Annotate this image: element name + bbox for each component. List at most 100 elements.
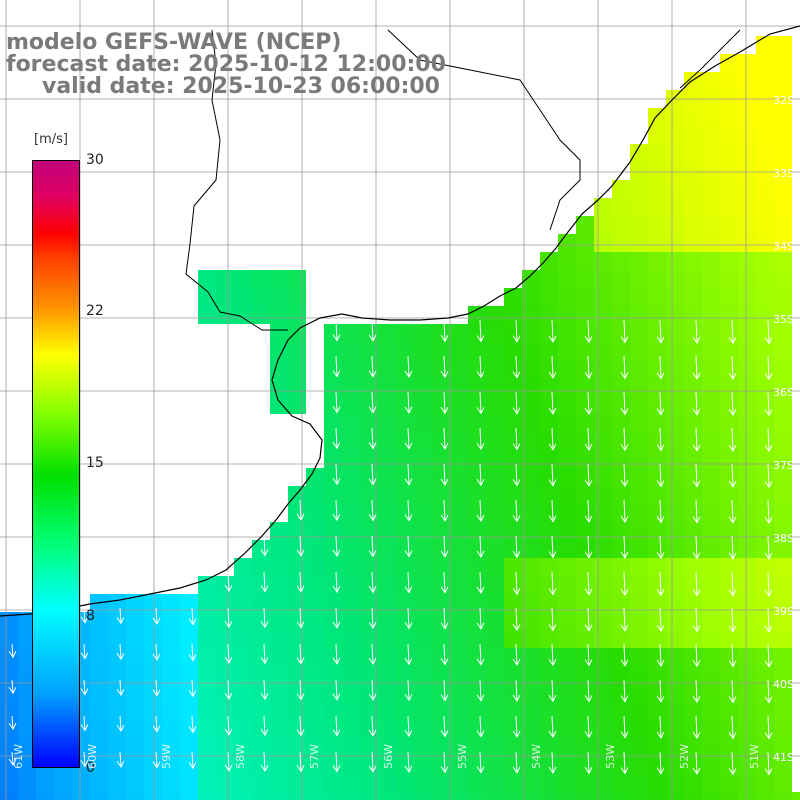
wind-cell bbox=[558, 234, 576, 252]
wind-cell bbox=[738, 594, 756, 612]
wind-cell bbox=[342, 792, 360, 800]
lat-label-41s: 41S bbox=[773, 751, 794, 764]
wind-cell bbox=[648, 378, 666, 396]
wind-cell bbox=[666, 576, 684, 594]
wind-cell bbox=[540, 648, 558, 666]
wind-cell bbox=[558, 612, 576, 630]
wind-cell bbox=[594, 306, 612, 324]
wind-cell bbox=[666, 792, 684, 800]
wind-cell bbox=[234, 648, 252, 666]
wind-cell bbox=[0, 630, 18, 648]
wind-cell bbox=[468, 630, 486, 648]
wind-cell bbox=[576, 702, 594, 720]
wind-cell bbox=[630, 576, 648, 594]
wind-cell bbox=[216, 612, 234, 630]
wind-cell bbox=[594, 234, 612, 252]
wind-cell bbox=[738, 702, 756, 720]
wind-cell bbox=[684, 342, 702, 360]
wind-cell bbox=[684, 540, 702, 558]
wind-cell bbox=[306, 684, 324, 702]
wind-cell bbox=[198, 612, 216, 630]
wind-cell bbox=[774, 270, 792, 288]
wind-cell bbox=[216, 666, 234, 684]
wind-cell bbox=[684, 216, 702, 234]
wind-cell bbox=[504, 630, 522, 648]
wind-cell bbox=[396, 432, 414, 450]
wind-cell bbox=[630, 306, 648, 324]
wind-cell bbox=[414, 774, 432, 792]
wind-cell bbox=[684, 234, 702, 252]
wind-cell bbox=[612, 540, 630, 558]
wind-cell bbox=[594, 450, 612, 468]
wind-cell bbox=[360, 342, 378, 360]
wind-cell bbox=[324, 414, 342, 432]
wind-cell bbox=[684, 450, 702, 468]
wind-cell bbox=[432, 324, 450, 342]
wind-cell bbox=[450, 396, 468, 414]
wind-cell bbox=[558, 378, 576, 396]
wind-cell bbox=[774, 720, 792, 738]
wind-cell bbox=[522, 792, 540, 800]
wind-cell bbox=[90, 666, 108, 684]
wind-cell bbox=[702, 702, 720, 720]
wind-cell bbox=[288, 540, 306, 558]
wind-cell bbox=[540, 306, 558, 324]
wind-cell bbox=[702, 612, 720, 630]
wind-cell bbox=[414, 612, 432, 630]
wind-cell bbox=[558, 540, 576, 558]
wind-cell bbox=[378, 450, 396, 468]
wind-cell bbox=[684, 414, 702, 432]
wind-cell bbox=[738, 630, 756, 648]
wind-cell bbox=[180, 702, 198, 720]
wind-cell bbox=[432, 432, 450, 450]
wind-cell bbox=[738, 162, 756, 180]
wind-cell bbox=[180, 684, 198, 702]
wind-cell bbox=[612, 666, 630, 684]
wind-cell bbox=[576, 558, 594, 576]
wind-cell bbox=[450, 594, 468, 612]
wind-cell bbox=[270, 774, 288, 792]
wind-cell bbox=[558, 396, 576, 414]
wind-cell bbox=[756, 666, 774, 684]
wind-cell bbox=[612, 594, 630, 612]
wind-cell bbox=[360, 630, 378, 648]
wind-cell bbox=[324, 702, 342, 720]
wind-cell bbox=[648, 792, 666, 800]
wind-cell bbox=[756, 144, 774, 162]
lon-label-58w: 58W bbox=[234, 744, 247, 769]
wind-cell bbox=[594, 414, 612, 432]
wind-cell bbox=[486, 666, 504, 684]
wind-cell bbox=[630, 234, 648, 252]
wind-cell bbox=[648, 594, 666, 612]
wind-cell bbox=[450, 774, 468, 792]
wind-cell bbox=[720, 486, 738, 504]
wind-cell bbox=[774, 630, 792, 648]
wind-cell bbox=[558, 756, 576, 774]
wind-cell bbox=[774, 486, 792, 504]
wind-cell bbox=[702, 792, 720, 800]
wind-cell bbox=[558, 360, 576, 378]
wind-cell bbox=[738, 198, 756, 216]
wind-cell bbox=[666, 612, 684, 630]
wind-cell bbox=[378, 324, 396, 342]
wind-cell bbox=[666, 540, 684, 558]
wind-cell bbox=[486, 342, 504, 360]
wind-cell bbox=[684, 288, 702, 306]
wind-cell bbox=[486, 594, 504, 612]
wind-cell bbox=[144, 648, 162, 666]
wind-cell bbox=[774, 432, 792, 450]
wind-cell bbox=[468, 792, 486, 800]
wind-cell bbox=[216, 792, 234, 800]
wind-cell bbox=[378, 702, 396, 720]
wind-cell bbox=[756, 234, 774, 252]
wind-cell bbox=[576, 486, 594, 504]
wind-cell bbox=[558, 288, 576, 306]
wind-cell bbox=[558, 324, 576, 342]
wind-cell bbox=[630, 756, 648, 774]
wind-cell bbox=[270, 594, 288, 612]
wind-cell bbox=[630, 792, 648, 800]
wind-cell bbox=[324, 378, 342, 396]
wind-cell bbox=[378, 594, 396, 612]
wind-cell bbox=[738, 468, 756, 486]
wind-cell bbox=[378, 540, 396, 558]
